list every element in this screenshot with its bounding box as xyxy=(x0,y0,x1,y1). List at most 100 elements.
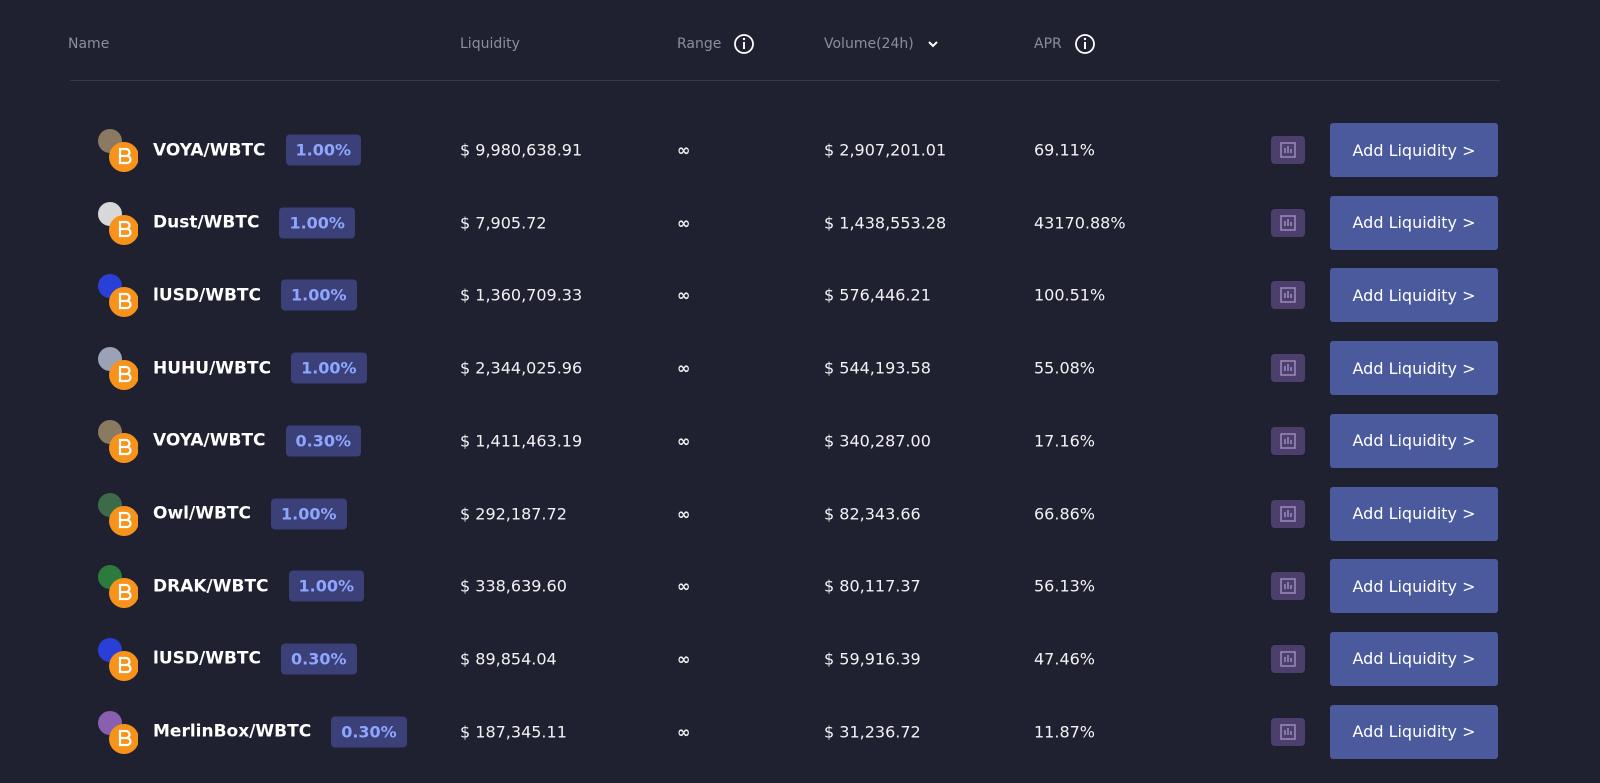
volume: $ 31,236.72 xyxy=(824,722,921,742)
chart-button[interactable] xyxy=(1271,717,1305,746)
token-icons xyxy=(98,492,138,536)
chart-icon xyxy=(1280,287,1296,304)
apr: 17.16% xyxy=(1034,431,1096,451)
header-text: APR xyxy=(1034,36,1062,52)
pair-name: Dust/WBTC xyxy=(153,212,260,233)
liquidity: $ 9,980,638.91 xyxy=(460,140,583,160)
fee-badge: 1.00% xyxy=(270,498,347,529)
header-text: Name xyxy=(68,36,110,52)
pair-name: lUSD/WBTC xyxy=(153,285,261,306)
liquidity: $ 1,411,463.19 xyxy=(460,431,583,451)
token-icons xyxy=(98,347,138,391)
liquidity: $ 2,344,025.96 xyxy=(460,358,583,378)
add-liquidity-button[interactable]: Add Liquidity > xyxy=(1330,486,1498,541)
liquidity: $ 89,854.04 xyxy=(460,649,557,669)
range: ∞ xyxy=(677,213,691,233)
liquidity: $ 338,639.60 xyxy=(460,576,567,596)
token-icons xyxy=(98,710,138,754)
fee-badge: 0.30% xyxy=(280,643,357,675)
header-divider xyxy=(70,80,1500,81)
range: ∞ xyxy=(677,140,691,160)
add-liquidity-button[interactable]: Add Liquidity > xyxy=(1330,559,1498,614)
pair-name: DRAK/WBTC xyxy=(153,576,269,597)
fee-badge: 0.30% xyxy=(285,425,362,457)
token-icons xyxy=(98,565,138,609)
apr: 43170.88% xyxy=(1034,213,1126,233)
pool-name: HUHU/WBTC 1.00% xyxy=(153,352,367,384)
apr: 47.46% xyxy=(1034,649,1096,669)
pool-name: DRAK/WBTC 1.00% xyxy=(153,570,365,602)
token-icons xyxy=(98,637,138,681)
chart-icon xyxy=(1280,214,1296,231)
volume: $ 59,916.39 xyxy=(824,649,921,669)
chart-button[interactable] xyxy=(1271,354,1305,383)
token-icons xyxy=(98,274,138,318)
header-text: Liquidity xyxy=(460,36,520,52)
volume: $ 2,907,201.01 xyxy=(824,140,947,160)
header-text: Volume(24h) xyxy=(824,36,914,52)
add-liquidity-button[interactable]: Add Liquidity > xyxy=(1330,341,1498,396)
range: ∞ xyxy=(677,431,691,451)
header-range: Range xyxy=(677,34,755,54)
add-liquidity-button[interactable]: Add Liquidity > xyxy=(1330,413,1498,468)
chart-button[interactable] xyxy=(1271,136,1305,164)
apr: 55.08% xyxy=(1034,358,1096,378)
volume: $ 1,438,553.28 xyxy=(824,213,947,233)
fee-badge: 1.00% xyxy=(285,134,362,166)
chart-icon xyxy=(1280,142,1296,158)
pool-name: lUSD/WBTC 0.30% xyxy=(153,643,357,675)
chart-button[interactable] xyxy=(1271,644,1305,673)
volume: $ 340,287.00 xyxy=(824,431,931,451)
fee-badge: 0.30% xyxy=(331,716,407,748)
chart-button[interactable] xyxy=(1271,281,1305,310)
chart-button[interactable] xyxy=(1271,426,1305,455)
header-name: Name xyxy=(68,34,109,54)
range: ∞ xyxy=(677,576,691,596)
range: ∞ xyxy=(677,649,691,669)
chart-button[interactable] xyxy=(1271,572,1305,601)
apr: 56.13% xyxy=(1034,576,1096,596)
fee-badge: 1.00% xyxy=(280,279,357,311)
liquidity: $ 1,360,709.33 xyxy=(460,285,583,305)
fee-badge: 1.00% xyxy=(279,207,355,239)
chart-icon xyxy=(1280,433,1296,449)
pool-name: lUSD/WBTC 1.00% xyxy=(153,279,357,311)
volume: $ 82,343.66 xyxy=(824,504,921,523)
volume: $ 576,446.21 xyxy=(824,285,931,305)
range: ∞ xyxy=(677,722,691,742)
header-text: Range xyxy=(677,36,722,52)
pool-name: Dust/WBTC 1.00% xyxy=(153,207,355,239)
chart-icon xyxy=(1280,505,1296,522)
pair-name: VOYA/WBTC xyxy=(153,430,266,451)
add-liquidity-button[interactable]: Add Liquidity > xyxy=(1330,268,1498,323)
header-liquidity: Liquidity xyxy=(460,34,520,54)
pair-name: HUHU/WBTC xyxy=(153,358,272,379)
apr: 69.11% xyxy=(1034,140,1096,160)
chart-button[interactable] xyxy=(1271,499,1305,528)
add-liquidity-button[interactable]: Add Liquidity > xyxy=(1330,123,1498,177)
add-liquidity-button[interactable]: Add Liquidity > xyxy=(1330,631,1498,686)
liquidity: $ 292,187.72 xyxy=(460,504,567,523)
info-icon[interactable] xyxy=(733,33,755,55)
chart-icon xyxy=(1280,360,1296,376)
chart-button[interactable] xyxy=(1271,208,1305,237)
sort-chevron[interactable] xyxy=(926,37,940,51)
add-liquidity-button[interactable]: Add Liquidity > xyxy=(1330,704,1498,759)
chart-icon xyxy=(1280,578,1296,594)
pair-name: lUSD/WBTC xyxy=(153,648,261,669)
token-icons xyxy=(98,129,138,172)
info-icon[interactable] xyxy=(1074,33,1096,55)
volume: $ 544,193.58 xyxy=(824,358,931,378)
pair-name: Owl/WBTC xyxy=(153,503,251,524)
header-volume[interactable]: Volume(24h) xyxy=(824,34,940,54)
header-apr: APR xyxy=(1034,34,1096,54)
pool-name: VOYA/WBTC 1.00% xyxy=(153,134,362,166)
apr: 66.86% xyxy=(1034,504,1096,523)
volume: $ 80,117.37 xyxy=(824,576,921,596)
pool-name: Owl/WBTC 1.00% xyxy=(153,498,347,529)
add-liquidity-button[interactable]: Add Liquidity > xyxy=(1330,195,1498,250)
pair-name: MerlinBox/WBTC xyxy=(153,721,312,742)
range: ∞ xyxy=(677,504,691,523)
fee-badge: 1.00% xyxy=(291,352,367,384)
